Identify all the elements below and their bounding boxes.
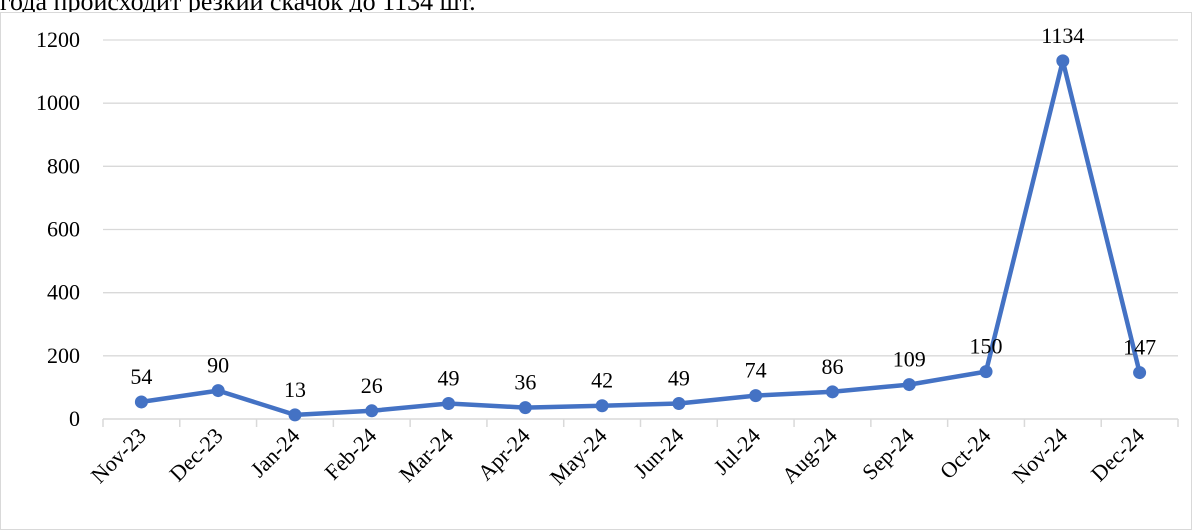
series xyxy=(134,54,1147,422)
x-tick-label: Nov-23 xyxy=(86,423,151,488)
x-tick-label: Dec-24 xyxy=(1086,423,1149,486)
x-tick-label: Feb-24 xyxy=(320,423,382,485)
chart-frame xyxy=(0,12,1192,530)
y-tick-label: 800 xyxy=(47,153,80,178)
data-label: 36 xyxy=(514,370,536,395)
x-tick-label: Nov-24 xyxy=(1007,423,1072,488)
data-point xyxy=(749,389,763,403)
data-label: 49 xyxy=(438,366,460,391)
x-tick-label: Oct-24 xyxy=(935,423,996,484)
x-tick-label: Apr-24 xyxy=(473,423,535,485)
x-tick-label: Mar-24 xyxy=(394,423,458,487)
data-point xyxy=(672,397,686,411)
data-point xyxy=(288,408,302,422)
data-point xyxy=(1133,366,1147,380)
data-point xyxy=(211,384,225,398)
data-label: 54 xyxy=(130,364,152,389)
data-label: 13 xyxy=(284,377,306,402)
data-point xyxy=(442,397,456,411)
data-point xyxy=(518,401,532,415)
y-tick-label: 200 xyxy=(47,343,80,368)
data-label: 1134 xyxy=(1041,23,1084,48)
data-point xyxy=(1056,54,1070,68)
data-point xyxy=(825,385,839,399)
x-tick-label: Jun-24 xyxy=(628,423,688,483)
y-tick-label: 600 xyxy=(47,217,80,242)
data-label: 150 xyxy=(970,334,1003,359)
y-axis-tick-labels: 0 200 400 600 800 1000 1200 xyxy=(36,27,80,431)
x-tick-label: Dec-23 xyxy=(164,423,227,486)
x-tick-label: Aug-24 xyxy=(777,423,842,488)
x-tick-label: May-24 xyxy=(545,423,612,490)
data-label: 90 xyxy=(207,353,229,378)
y-tick-label: 400 xyxy=(47,280,80,305)
x-tick-label: Jan-24 xyxy=(245,423,304,482)
data-label: 147 xyxy=(1123,335,1156,360)
data-point xyxy=(134,395,148,409)
x-tick-label: Jul-24 xyxy=(709,423,766,480)
data-labels: 54 90 13 26 49 36 42 49 74 86 109 150 1134 147 xyxy=(130,23,1156,402)
y-tick-label: 1000 xyxy=(36,90,80,115)
series-line xyxy=(139,58,1142,418)
x-tick-label: Sep-24 xyxy=(857,423,919,485)
data-label: 109 xyxy=(893,347,926,372)
data-point xyxy=(979,365,993,379)
grid-lines xyxy=(103,39,1178,357)
data-point xyxy=(902,378,916,392)
data-point xyxy=(365,404,379,418)
axes xyxy=(102,418,1179,427)
data-label: 42 xyxy=(591,368,613,393)
data-label: 26 xyxy=(361,373,383,398)
y-tick-label: 0 xyxy=(69,406,80,431)
data-label: 74 xyxy=(745,358,767,383)
data-point xyxy=(595,399,609,413)
y-tick-label: 1200 xyxy=(36,27,80,52)
data-label: 86 xyxy=(821,354,843,379)
data-label: 49 xyxy=(668,366,690,391)
x-axis-tick-labels: Nov-23 Dec-23 Jan-24 Feb-24 Mar-24 Apr-24 May-… xyxy=(86,423,1149,490)
